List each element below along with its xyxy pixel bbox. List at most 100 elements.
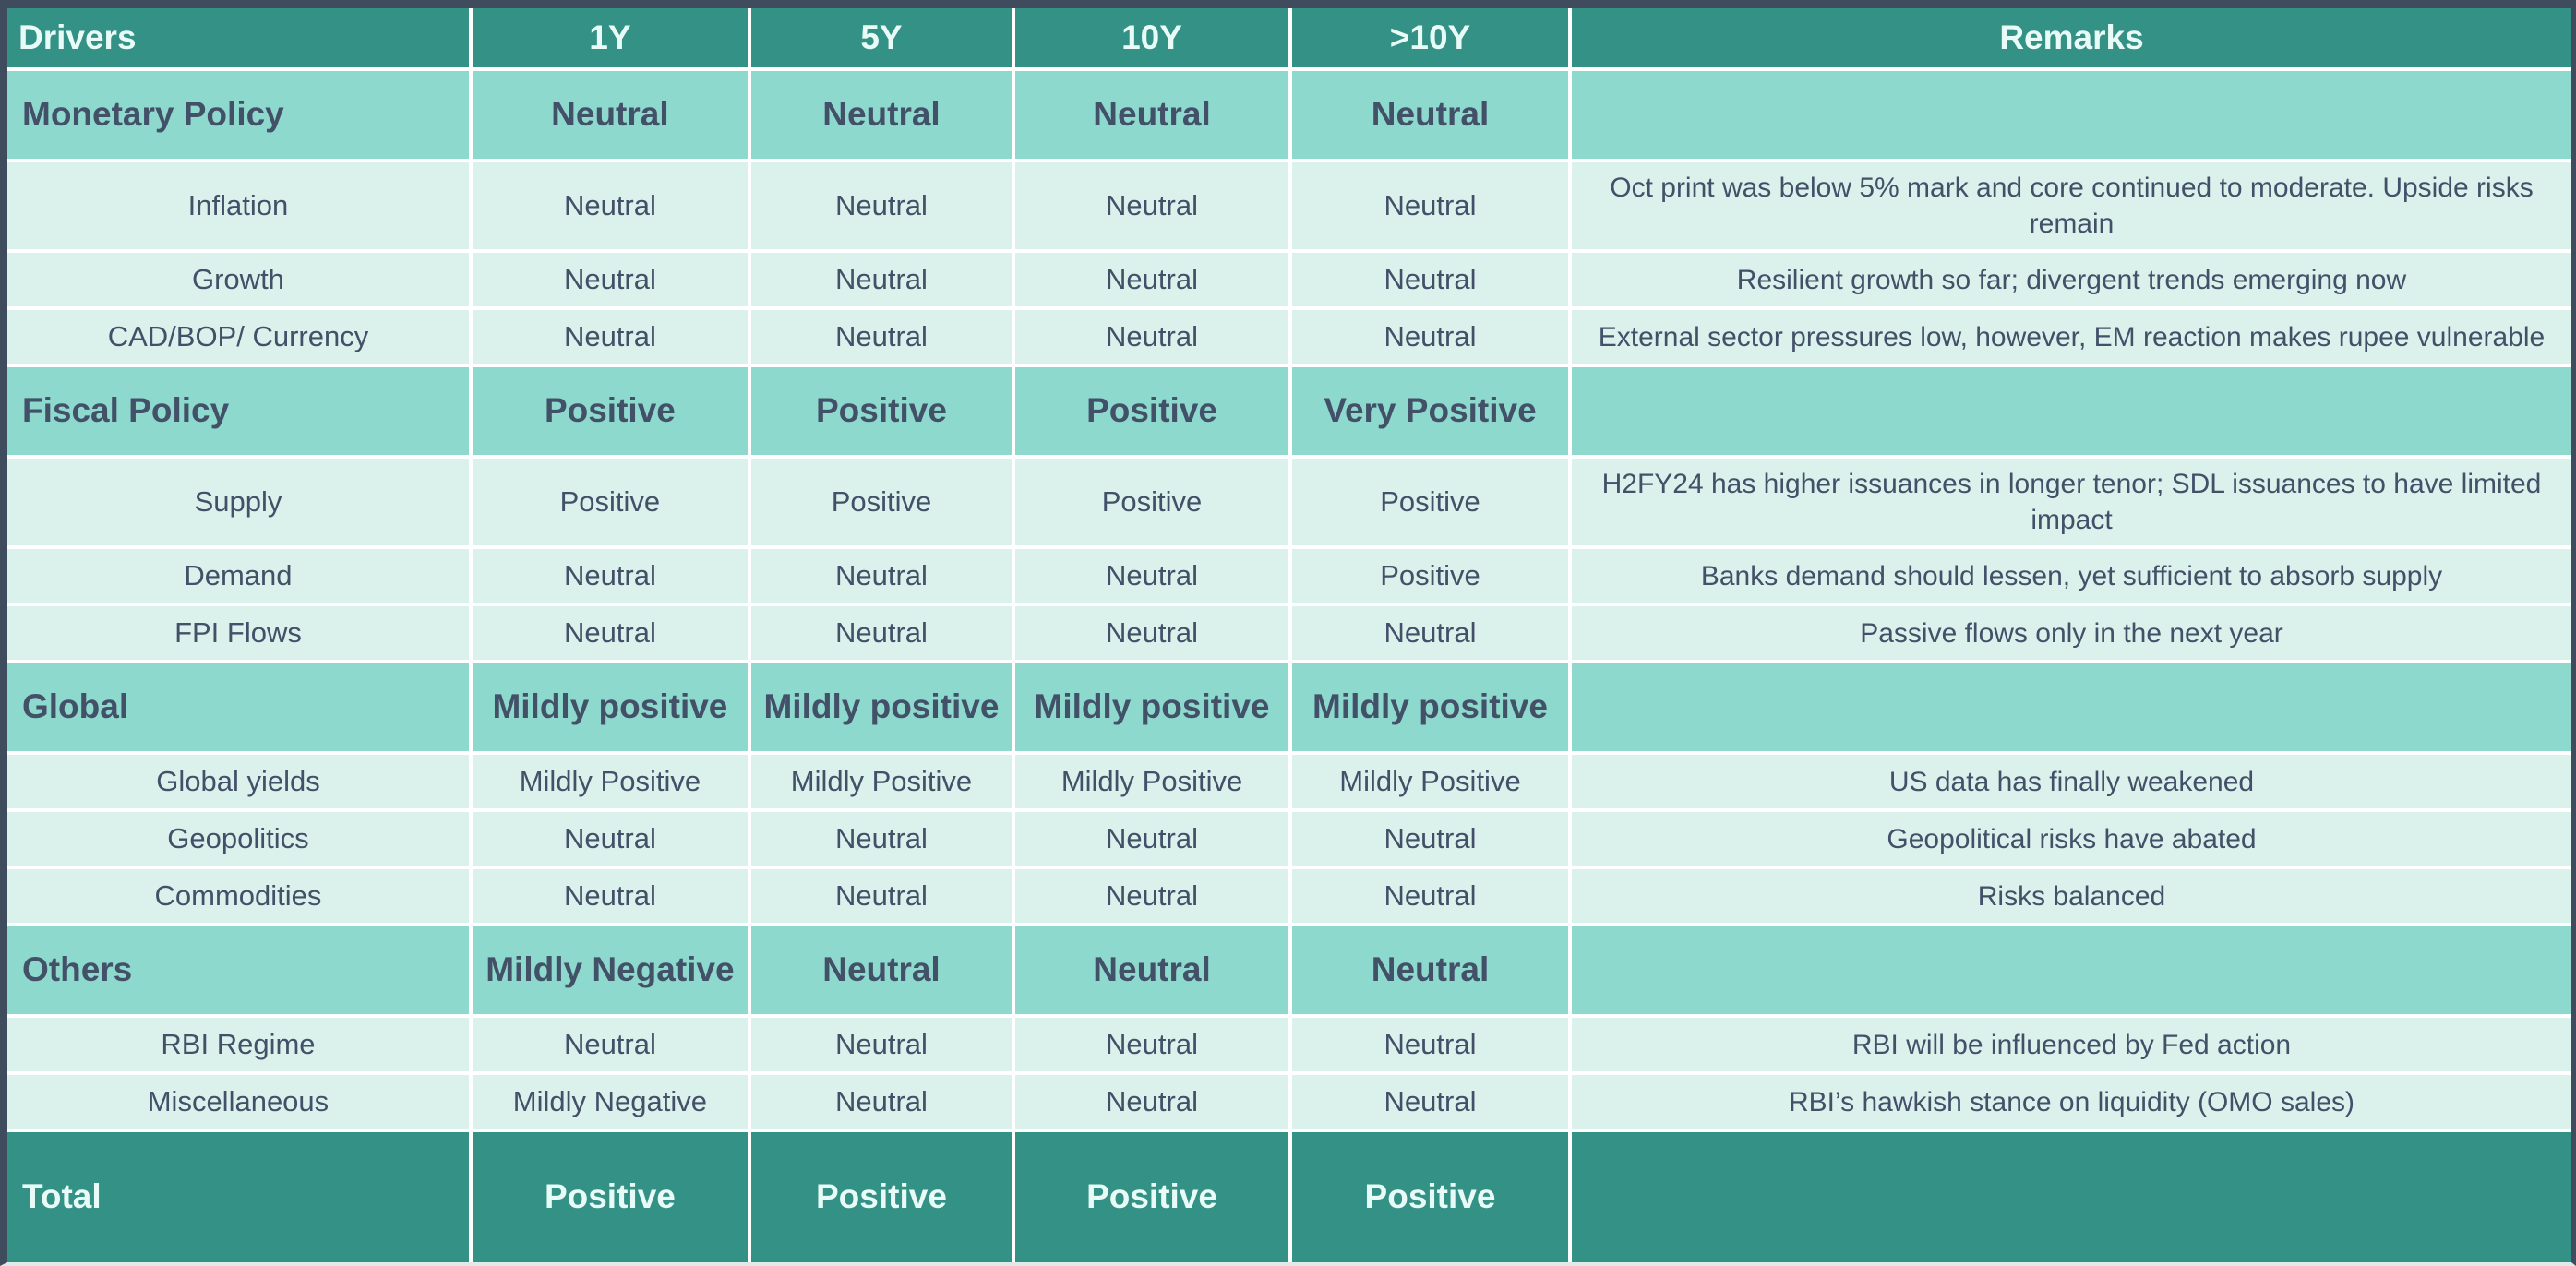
- rating-cell: Positive: [1292, 459, 1568, 545]
- rating-cell: Neutral: [750, 310, 1012, 364]
- rating-cell: Mildly Positive: [1292, 755, 1568, 808]
- rating-cell: Mildly Positive: [750, 755, 1012, 808]
- column-header-10y: 10Y: [1015, 8, 1289, 67]
- rating-cell: Mildly positive: [750, 663, 1012, 751]
- rating-cell: Neutral: [1292, 253, 1568, 306]
- remarks-cell: US data has finally weakened: [1571, 755, 2571, 808]
- remarks-cell: [1571, 71, 2571, 159]
- rating-cell: Neutral: [750, 1018, 1012, 1071]
- rating-cell: Neutral: [1292, 926, 1568, 1014]
- rating-cell: Neutral: [750, 71, 1012, 159]
- rating-cell: Positive: [750, 1132, 1012, 1262]
- rating-cell: Neutral: [1292, 869, 1568, 923]
- rating-cell: Neutral: [472, 162, 748, 249]
- column-header-5y: 5Y: [750, 8, 1012, 67]
- remarks-cell: Banks demand should lessen, yet sufficie…: [1571, 549, 2571, 603]
- rating-cell: Neutral: [1015, 926, 1289, 1014]
- ratings-table: Drivers 1Y 5Y 10Y >10Y Remarks Monetary …: [7, 8, 2571, 1262]
- rating-cell: Neutral: [750, 812, 1012, 866]
- column-header-remarks: Remarks: [1571, 8, 2571, 67]
- rating-cell: Neutral: [750, 606, 1012, 660]
- rating-cell: Neutral: [1015, 162, 1289, 249]
- rating-cell: Positive: [1292, 1132, 1568, 1262]
- driver-cell: Monetary Policy: [7, 71, 469, 159]
- rating-cell: Neutral: [1015, 71, 1289, 159]
- column-header-drivers: Drivers: [7, 8, 469, 67]
- rating-cell: Neutral: [750, 253, 1012, 306]
- rating-cell: Neutral: [1292, 812, 1568, 866]
- rating-cell: Neutral: [1015, 1018, 1289, 1071]
- rating-cell: Positive: [1015, 1132, 1289, 1262]
- rating-cell: Neutral: [1292, 71, 1568, 159]
- rating-cell: Positive: [1015, 459, 1289, 545]
- remarks-cell: Geopolitical risks have abated: [1571, 812, 2571, 866]
- rating-cell: Neutral: [472, 606, 748, 660]
- driver-cell: FPI Flows: [7, 606, 469, 660]
- rating-cell: Mildly Negative: [472, 1075, 748, 1129]
- column-header-1y: 1Y: [472, 8, 748, 67]
- remarks-cell: [1571, 1132, 2571, 1262]
- rating-cell: Neutral: [1015, 310, 1289, 364]
- rating-cell: Positive: [1015, 367, 1289, 455]
- rating-cell: Neutral: [750, 1075, 1012, 1129]
- rating-cell: Neutral: [472, 71, 748, 159]
- column-header-gt10y: >10Y: [1292, 8, 1568, 67]
- rating-cell: Positive: [750, 459, 1012, 545]
- rating-cell: Positive: [472, 1132, 748, 1262]
- rating-cell: Neutral: [750, 869, 1012, 923]
- driver-cell: Growth: [7, 253, 469, 306]
- driver-cell: Global yields: [7, 755, 469, 808]
- remarks-cell: Resilient growth so far; divergent trend…: [1571, 253, 2571, 306]
- rating-cell: Mildly Negative: [472, 926, 748, 1014]
- remarks-cell: External sector pressures low, however, …: [1571, 310, 2571, 364]
- driver-cell: Inflation: [7, 162, 469, 249]
- driver-cell: Supply: [7, 459, 469, 545]
- rating-cell: Positive: [750, 367, 1012, 455]
- driver-cell: Miscellaneous: [7, 1075, 469, 1129]
- rating-cell: Neutral: [1292, 606, 1568, 660]
- driver-cell: CAD/BOP/ Currency: [7, 310, 469, 364]
- rating-cell: Mildly positive: [1015, 663, 1289, 751]
- rating-cell: Neutral: [1015, 606, 1289, 660]
- rating-cell: Neutral: [1292, 310, 1568, 364]
- rating-cell: Very Positive: [1292, 367, 1568, 455]
- rating-cell: Mildly positive: [1292, 663, 1568, 751]
- rating-cell: Neutral: [1292, 1018, 1568, 1071]
- rating-cell: Positive: [472, 459, 748, 545]
- rating-cell: Neutral: [1015, 253, 1289, 306]
- rating-cell: Mildly Positive: [472, 755, 748, 808]
- driver-cell: Commodities: [7, 869, 469, 923]
- remarks-cell: Risks balanced: [1571, 869, 2571, 923]
- rating-cell: Mildly Positive: [1015, 755, 1289, 808]
- rating-cell: Neutral: [1292, 162, 1568, 249]
- remarks-cell: [1571, 926, 2571, 1014]
- rating-cell: Positive: [472, 367, 748, 455]
- driver-cell: RBI Regime: [7, 1018, 469, 1071]
- remarks-cell: H2FY24 has higher issuances in longer te…: [1571, 459, 2571, 545]
- rating-cell: Neutral: [1292, 1075, 1568, 1129]
- driver-cell: Global: [7, 663, 469, 751]
- driver-cell: Demand: [7, 549, 469, 603]
- rating-cell: Neutral: [1015, 1075, 1289, 1129]
- remarks-cell: [1571, 663, 2571, 751]
- rating-cell: Neutral: [472, 869, 748, 923]
- rating-cell: Neutral: [472, 1018, 748, 1071]
- rating-cell: Neutral: [472, 812, 748, 866]
- rating-cell: Neutral: [472, 310, 748, 364]
- rating-cell: Neutral: [1015, 869, 1289, 923]
- driver-cell: Fiscal Policy: [7, 367, 469, 455]
- remarks-cell: RBI will be influenced by Fed action: [1571, 1018, 2571, 1071]
- remarks-cell: Oct print was below 5% mark and core con…: [1571, 162, 2571, 249]
- rating-cell: Positive: [1292, 549, 1568, 603]
- rating-cell: Neutral: [1015, 812, 1289, 866]
- rating-cell: Neutral: [750, 549, 1012, 603]
- remarks-cell: RBI’s hawkish stance on liquidity (OMO s…: [1571, 1075, 2571, 1129]
- driver-cell: Others: [7, 926, 469, 1014]
- rating-cell: Mildly positive: [472, 663, 748, 751]
- driver-cell: Geopolitics: [7, 812, 469, 866]
- remarks-cell: Passive flows only in the next year: [1571, 606, 2571, 660]
- driver-cell: Total: [7, 1132, 469, 1262]
- rating-cell: Neutral: [1015, 549, 1289, 603]
- rating-cell: Neutral: [472, 253, 748, 306]
